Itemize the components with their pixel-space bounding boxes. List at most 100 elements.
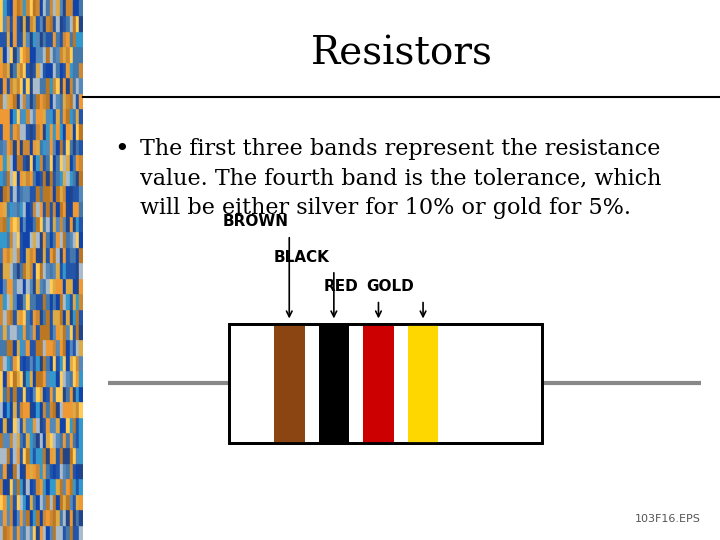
Bar (60, 170, 63, 185)
Bar (40, 124, 43, 139)
Bar (27, 401, 30, 416)
Bar (56, 200, 60, 216)
Bar (30, 62, 33, 77)
Bar (30, 432, 33, 448)
Bar (76, 216, 79, 232)
Bar (76, 432, 79, 448)
Bar (33, 247, 37, 262)
Bar (56, 278, 60, 293)
Bar (0, 77, 4, 92)
Bar (46, 509, 50, 524)
Bar (76, 92, 79, 108)
Bar (6, 77, 10, 92)
Bar (46, 355, 50, 370)
Bar (76, 448, 79, 463)
Bar (40, 463, 43, 478)
Bar (79, 324, 83, 340)
Bar (43, 46, 46, 62)
Bar (6, 355, 10, 370)
Bar (60, 432, 63, 448)
Bar (20, 463, 23, 478)
Bar (40, 509, 43, 524)
Bar (4, 340, 6, 355)
Bar (10, 401, 13, 416)
Bar (56, 463, 60, 478)
Bar (53, 139, 56, 154)
Bar (56, 262, 60, 278)
Bar (73, 232, 76, 247)
Bar (13, 524, 17, 540)
Bar (0, 200, 4, 216)
Bar (0, 170, 4, 185)
Bar (63, 340, 66, 355)
Bar (13, 62, 17, 77)
Bar (46, 185, 50, 200)
Bar (13, 170, 17, 185)
Bar (13, 154, 17, 170)
Bar (27, 386, 30, 401)
Bar (63, 247, 66, 262)
Bar (10, 170, 13, 185)
Bar (6, 370, 10, 386)
Bar (0, 308, 4, 324)
Bar (13, 0, 17, 16)
Bar (70, 0, 73, 16)
Bar (63, 200, 66, 216)
Bar (0, 262, 4, 278)
Bar (79, 278, 83, 293)
Bar (6, 247, 10, 262)
Bar (4, 293, 6, 308)
Bar (20, 509, 23, 524)
Bar (53, 355, 56, 370)
Bar (4, 92, 6, 108)
Bar (60, 448, 63, 463)
Bar (30, 494, 33, 509)
Bar (27, 200, 30, 216)
Bar (63, 494, 66, 509)
Bar (76, 31, 79, 46)
Bar (66, 494, 70, 509)
Bar (27, 92, 30, 108)
Bar (60, 62, 63, 77)
Bar (76, 62, 79, 77)
Bar (27, 308, 30, 324)
Bar (4, 386, 6, 401)
Bar (33, 494, 37, 509)
Bar (76, 340, 79, 355)
Bar (6, 16, 10, 31)
Bar (23, 386, 27, 401)
Bar (13, 77, 17, 92)
Bar (4, 448, 6, 463)
Bar (79, 262, 83, 278)
Bar (53, 0, 56, 16)
Bar (33, 340, 37, 355)
Bar (0, 124, 4, 139)
Bar (37, 200, 40, 216)
Bar (37, 170, 40, 185)
Bar (79, 108, 83, 124)
Bar (33, 46, 37, 62)
Bar (33, 401, 37, 416)
Bar (66, 170, 70, 185)
Bar (73, 509, 76, 524)
Bar (33, 448, 37, 463)
Bar (23, 0, 27, 16)
Bar (37, 494, 40, 509)
Bar (46, 216, 50, 232)
Bar (73, 124, 76, 139)
Bar (43, 262, 46, 278)
Bar (408, 324, 438, 443)
Bar (46, 324, 50, 340)
Bar (0, 92, 4, 108)
Bar (27, 185, 30, 200)
Bar (53, 478, 56, 494)
Bar (60, 293, 63, 308)
Bar (6, 0, 10, 16)
Bar (43, 247, 46, 262)
Bar (30, 370, 33, 386)
Bar (63, 0, 66, 16)
Bar (20, 0, 23, 16)
Bar (43, 77, 46, 92)
Bar (73, 216, 76, 232)
Bar (0, 494, 4, 509)
